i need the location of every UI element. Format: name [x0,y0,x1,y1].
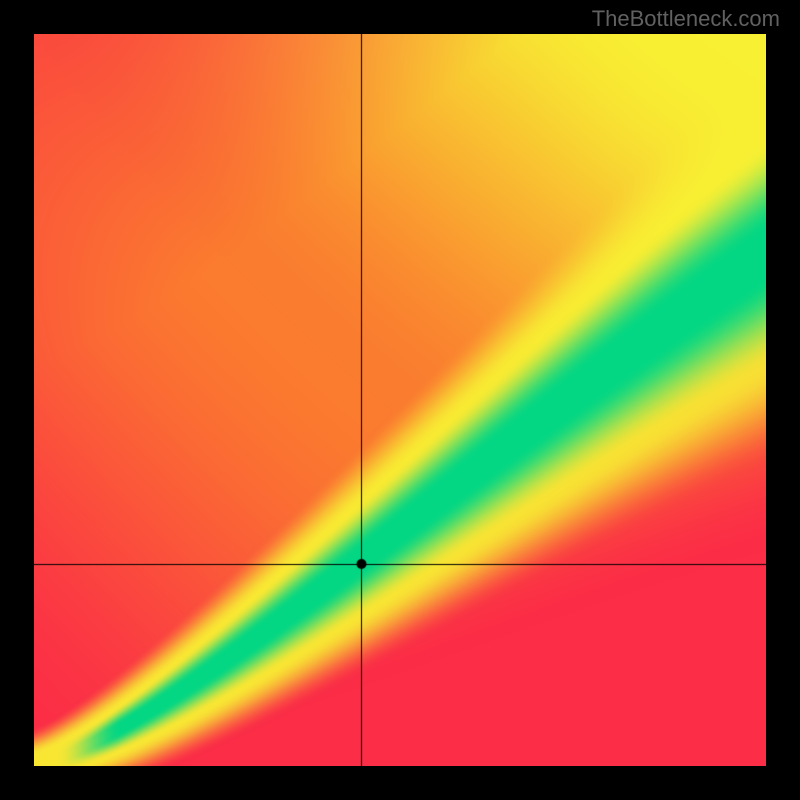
watermark-text: TheBottleneck.com [592,6,780,32]
heatmap-canvas [34,34,766,766]
chart-container: TheBottleneck.com [0,0,800,800]
plot-frame [34,34,766,766]
